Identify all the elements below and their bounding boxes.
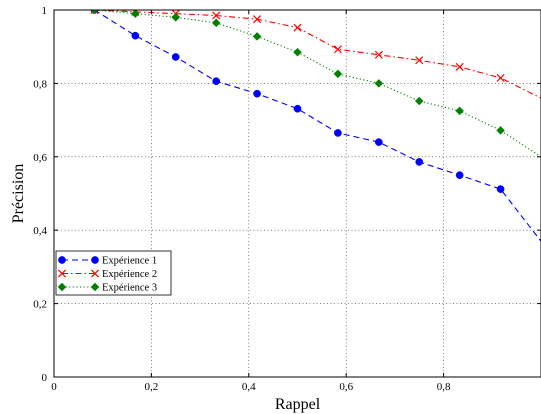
data-point-experience-2-6	[333, 45, 342, 54]
legend-label-experience-1: Expérience 1	[102, 256, 157, 267]
data-point-experience-1-3	[212, 77, 221, 86]
legend-marker-start-experience-2	[57, 269, 67, 278]
data-point-experience-1-8	[415, 158, 424, 166]
y-tick-label-5: 1	[42, 5, 48, 17]
x-tick-label-0: 0	[51, 381, 57, 393]
data-point-experience-1-5	[293, 104, 302, 113]
legend-marker-start-experience-3	[57, 282, 67, 292]
data-point-experience-3-4	[252, 32, 262, 41]
data-point-experience-2-5	[293, 23, 302, 32]
plot-frame	[53, 9, 541, 378]
data-point-experience-3-10	[496, 126, 505, 135]
ticks: 0 0,2 0,4 0,6 0,8 0 0,2 0,4 0,6 0,8 1	[33, 5, 541, 393]
data-point-experience-3-8	[414, 96, 424, 106]
grid	[54, 10, 541, 377]
data-point-experience-3-2	[171, 12, 181, 22]
y-tick-label-2: 0,4	[33, 225, 47, 237]
data-point-experience-1-9	[455, 171, 464, 179]
series-experience-3	[90, 10, 541, 158]
data-point-experience-2-8	[415, 56, 424, 65]
series-layer	[90, 10, 541, 242]
data-point-experience-1-4	[253, 89, 261, 98]
legend-marker-start-experience-1	[58, 256, 66, 264]
series-line-experience-1	[94, 10, 541, 242]
y-axis-label: Précision	[10, 164, 27, 224]
legend-label-experience-3: Expérience 3	[102, 283, 157, 294]
legend-box	[55, 250, 172, 296]
data-point-experience-2-7	[374, 50, 383, 59]
data-point-experience-3-7	[374, 79, 384, 88]
y-tick-label-1: 0,2	[33, 299, 47, 311]
legend-marker-end-experience-3	[90, 282, 100, 292]
data-point-experience-2-4	[253, 15, 262, 24]
data-point-experience-1-6	[334, 129, 342, 137]
data-point-experience-2-10	[496, 73, 505, 82]
data-point-experience-2-9	[455, 62, 464, 71]
x-tick-label-2: 0,4	[242, 381, 256, 393]
x-tick-label-1: 0,2	[145, 381, 159, 393]
y-tick-label-0: 0	[42, 372, 48, 384]
data-point-experience-3-0	[90, 10, 99, 15]
x-axis-label: Rappel	[275, 396, 321, 413]
data-point-experience-3-9	[455, 106, 465, 116]
legend-label-experience-2: Expérience 2	[102, 269, 157, 280]
data-point-experience-3-3	[211, 18, 221, 28]
x-tick-label-3: 0,6	[339, 381, 353, 393]
x-tick-label-4: 0,8	[437, 381, 451, 393]
legend-marker-end-experience-2	[90, 269, 100, 278]
data-point-experience-1-2	[171, 53, 180, 61]
data-point-experience-1-10	[496, 185, 505, 193]
series-line-experience-2	[94, 10, 541, 99]
legend: Expérience 1 Expérience 2 Expérience 3	[55, 250, 172, 296]
data-point-experience-3-1	[130, 10, 140, 19]
series-experience-2	[90, 10, 541, 99]
y-tick-label-3: 0,6	[33, 152, 47, 164]
y-tick-label-4: 0,8	[33, 78, 47, 90]
series-experience-1	[90, 10, 541, 242]
data-point-experience-3-5	[293, 47, 302, 57]
data-point-experience-1-1	[131, 31, 140, 40]
data-point-experience-1-7	[374, 138, 383, 146]
data-point-experience-3-6	[333, 69, 343, 79]
legend-marker-end-experience-1	[91, 256, 99, 264]
data-point-experience-2-3	[212, 11, 221, 20]
